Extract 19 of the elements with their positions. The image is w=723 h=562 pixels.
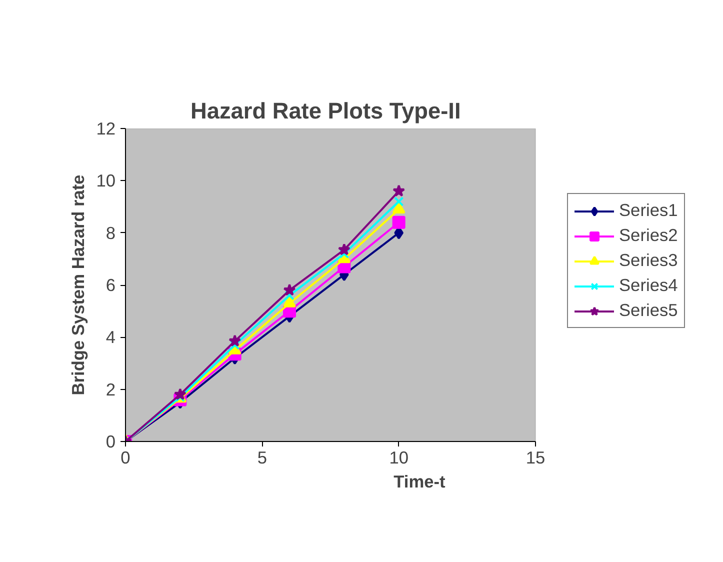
y-tick-label: 4	[106, 327, 116, 348]
y-axis-title: Bridge System Hazard rate	[68, 174, 88, 396]
legend-label: Series2	[619, 225, 678, 246]
chart-title: Hazard Rate Plots Type-II	[190, 98, 461, 124]
legend-label: Series5	[619, 300, 678, 321]
legend-label: Series4	[619, 275, 678, 296]
y-tick-label: 12	[96, 118, 116, 138]
legend-label: Series1	[619, 200, 678, 221]
x-tick-label: 5	[257, 448, 267, 468]
x-tick-label: 0	[120, 448, 130, 468]
legend-label: Series3	[619, 250, 678, 271]
y-tick-label: 6	[106, 275, 116, 295]
y-tick-label: 10	[96, 170, 116, 191]
x-tick-label: 15	[526, 448, 546, 468]
x-tick-label: 10	[389, 448, 408, 468]
x-axis-title: Time-t	[394, 472, 446, 492]
y-tick-label: 0	[106, 432, 116, 452]
y-tick-label: 8	[106, 222, 116, 243]
y-tick-label: 2	[106, 379, 116, 400]
